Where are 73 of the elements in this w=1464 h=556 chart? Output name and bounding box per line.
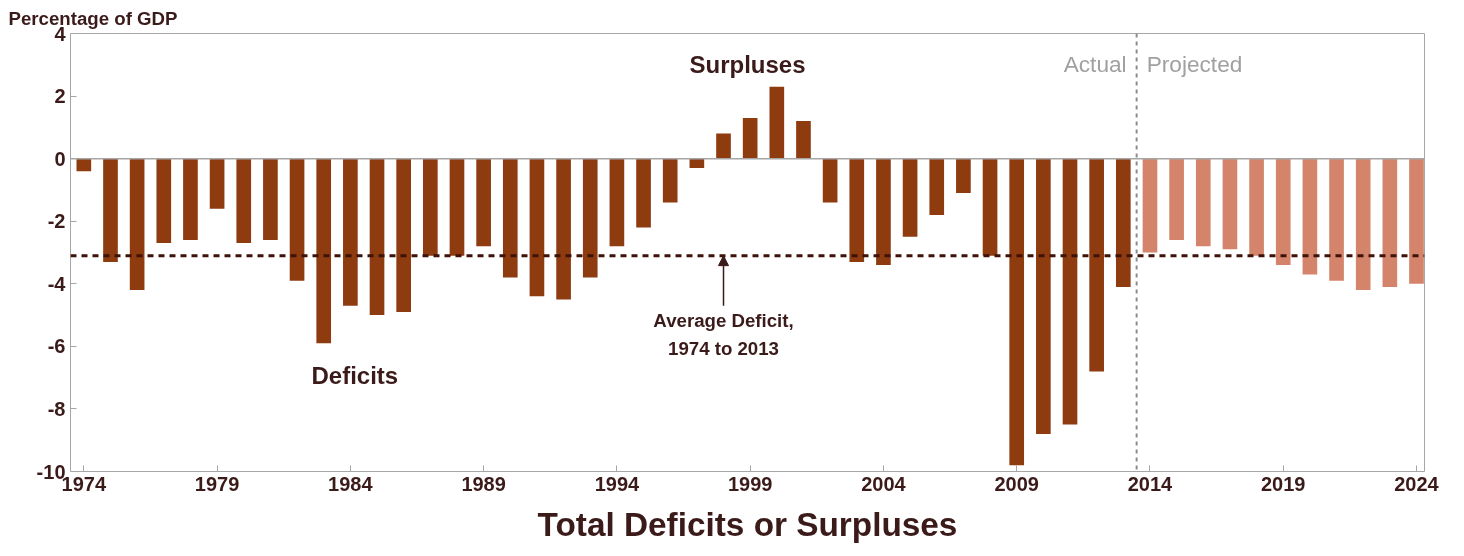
x-tick-label: 1999 bbox=[727, 472, 773, 495]
y-tick-label: -8 bbox=[47, 397, 66, 420]
bar bbox=[716, 133, 731, 159]
x-tick-label: 2019 bbox=[1260, 472, 1306, 495]
bar bbox=[769, 86, 785, 159]
annotation: Actual bbox=[1063, 51, 1127, 78]
bar bbox=[556, 158, 571, 300]
x-tick-label: 2004 bbox=[861, 472, 907, 495]
bar bbox=[129, 158, 145, 291]
annotation: Deficits bbox=[311, 361, 399, 389]
bar bbox=[1009, 158, 1025, 466]
bar bbox=[1036, 158, 1051, 434]
bar bbox=[982, 158, 998, 256]
y-tick-label: -6 bbox=[47, 335, 66, 358]
bar bbox=[236, 158, 252, 244]
x-tick-label: 2014 bbox=[1127, 472, 1174, 495]
bar bbox=[902, 158, 918, 237]
bar bbox=[502, 158, 518, 278]
x-tick-label: 1984 bbox=[328, 472, 374, 495]
bar bbox=[742, 117, 758, 159]
bar bbox=[529, 158, 545, 297]
bar bbox=[103, 158, 118, 262]
bar bbox=[76, 158, 92, 172]
bar bbox=[1409, 158, 1424, 284]
x-tick-label: 1989 bbox=[461, 472, 506, 495]
bar bbox=[796, 121, 811, 159]
bar bbox=[822, 158, 838, 203]
bar bbox=[1115, 158, 1131, 287]
x-tick-label: 1994 bbox=[594, 472, 641, 495]
bar bbox=[369, 158, 385, 316]
bar bbox=[1142, 158, 1158, 253]
bar bbox=[209, 158, 225, 209]
bar bbox=[1195, 158, 1211, 247]
bar bbox=[1089, 158, 1104, 372]
bar bbox=[1249, 158, 1264, 256]
bar bbox=[1382, 158, 1398, 287]
y-tick-label: -4 bbox=[47, 272, 67, 295]
bar bbox=[422, 158, 438, 256]
annotation: Average Deficit, 1974 to 2013 bbox=[653, 310, 794, 359]
bar bbox=[449, 158, 465, 256]
x-tick-label: 2009 bbox=[994, 472, 1039, 495]
bar bbox=[396, 158, 411, 312]
bar bbox=[609, 158, 625, 247]
annotation: Projected bbox=[1146, 51, 1243, 78]
y-tick-label: 2 bbox=[54, 85, 66, 108]
x-tick-label: 2024 bbox=[1394, 472, 1440, 495]
bar bbox=[476, 158, 491, 247]
bar bbox=[636, 158, 651, 228]
bar bbox=[316, 158, 332, 344]
bar bbox=[343, 158, 358, 306]
bar bbox=[662, 158, 678, 203]
bar bbox=[156, 158, 172, 244]
y-tick-label: 0 bbox=[54, 147, 66, 170]
bar bbox=[1275, 158, 1291, 266]
annotation: Surpluses bbox=[689, 50, 806, 78]
bar bbox=[929, 158, 945, 215]
bar bbox=[289, 158, 305, 281]
bar bbox=[876, 158, 891, 266]
bar bbox=[1222, 158, 1238, 250]
bar bbox=[1302, 158, 1318, 275]
bar bbox=[263, 158, 278, 240]
bar bbox=[1169, 158, 1184, 240]
bar bbox=[689, 158, 705, 169]
bar bbox=[1329, 158, 1344, 281]
bar bbox=[582, 158, 598, 278]
bar bbox=[1355, 158, 1371, 291]
bar bbox=[183, 158, 198, 240]
bar bbox=[1062, 158, 1078, 425]
y-tick-label: -2 bbox=[47, 210, 66, 233]
bar bbox=[849, 158, 865, 262]
x-tick-label: 1979 bbox=[194, 472, 240, 495]
text: Total Deficits or Surpluses bbox=[537, 505, 958, 543]
bar bbox=[956, 158, 971, 194]
